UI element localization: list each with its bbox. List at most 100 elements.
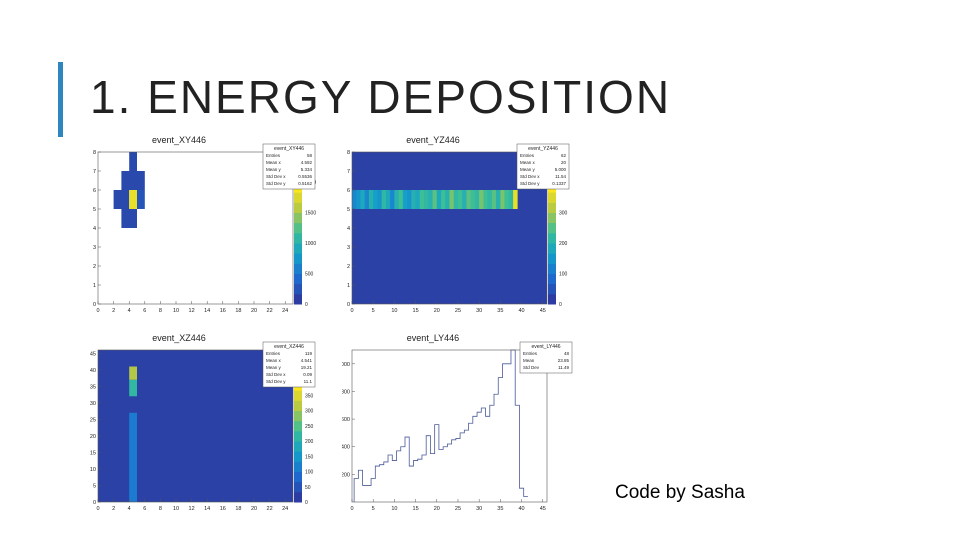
x-tick-label: 8: [159, 506, 162, 512]
heatmap-yz-svg: event_YZ44601002003004000510152025303540…: [347, 135, 570, 314]
x-tick-label: 12: [189, 506, 195, 512]
stats-row-label: Mean y: [266, 167, 282, 172]
x-tick-label: 2: [112, 506, 115, 512]
y-tick-label: 8: [347, 150, 350, 156]
heatmap-xz-svg: event_XZ44605010015020025030035040002468…: [90, 333, 316, 512]
color-scale-tick-label: 300: [305, 409, 314, 415]
y-tick-label: 0: [93, 500, 96, 506]
stats-row-label: Mean y: [266, 365, 282, 370]
color-scale-tick-label: 50: [305, 485, 311, 491]
x-tick-label: 35: [497, 506, 503, 512]
heatmap-cell: [424, 190, 429, 209]
stats-box: [516, 143, 570, 190]
y-tick-label: 6: [347, 188, 350, 194]
y-tick-label: 4: [347, 226, 350, 232]
heatmap-cell: [402, 190, 408, 209]
heatmap-cell: [500, 190, 505, 209]
x-tick-label: 5: [372, 308, 375, 314]
x-tick-label: 10: [391, 308, 397, 314]
heatmap-xy-svg: event_XY44605001000150020000246810121416…: [93, 135, 316, 314]
stats-row-value: 5.000: [555, 167, 567, 172]
color-scale-segment: [548, 243, 556, 254]
heatmap-cell: [462, 190, 467, 209]
x-tick-label: 20: [434, 308, 440, 314]
histogram-line: [353, 349, 528, 502]
heatmap-cell: [445, 190, 450, 209]
title-accent-bar: [58, 62, 63, 137]
heatmap-cell: [121, 171, 145, 190]
color-scale-tick-label: 100: [559, 272, 568, 278]
x-tick-label: 22: [267, 506, 273, 512]
stats-row-value: 11.1: [304, 379, 313, 384]
stats-row-value: 0.1337: [552, 181, 566, 186]
stats-box: [262, 341, 316, 388]
x-tick-label: 10: [173, 308, 179, 314]
y-tick-label: 600: [342, 417, 350, 423]
heatmap-cell: [113, 190, 130, 209]
y-tick-label: 20: [90, 434, 96, 440]
x-tick-label: 4: [128, 506, 131, 512]
stats-box-title: event_XY446: [274, 146, 304, 152]
stats-row-value: 5.334: [301, 167, 313, 172]
x-tick-label: 16: [220, 506, 226, 512]
y-tick-label: 2: [93, 264, 96, 270]
x-tick-label: 40: [519, 308, 525, 314]
stats-box: [262, 143, 316, 190]
color-scale-segment: [294, 192, 302, 203]
y-tick-label: 15: [90, 450, 96, 456]
heatmap-cell: [129, 190, 137, 209]
color-scale-segment: [548, 253, 556, 264]
x-tick-label: 15: [413, 506, 419, 512]
x-tick-label: 10: [391, 506, 397, 512]
color-scale-segment: [294, 222, 302, 234]
y-tick-label: 3: [347, 245, 350, 251]
heatmap-cell: [513, 190, 518, 209]
color-scale-segment: [294, 451, 302, 462]
color-scale-segment: [294, 263, 302, 274]
y-tick-label: 25: [90, 417, 96, 423]
y-tick-label: 45: [90, 351, 96, 357]
plot-event-yz: event_YZ44601002003004000510152025303540…: [342, 132, 574, 317]
color-scale-segment: [294, 283, 302, 295]
stats-row-value: 19.21: [301, 365, 313, 370]
heatmap-cell: [449, 190, 455, 209]
y-tick-label: 6: [93, 188, 96, 194]
heatmap-cell: [436, 190, 442, 209]
x-tick-label: 30: [476, 506, 482, 512]
x-tick-label: 14: [204, 506, 210, 512]
x-tick-label: 25: [455, 506, 461, 512]
stats-row-label: Mean x: [266, 160, 282, 165]
color-scale-segment: [548, 293, 556, 305]
y-tick-label: 7: [347, 169, 350, 175]
color-scale-segment: [294, 243, 302, 254]
color-scale-tick-label: 1500: [305, 211, 316, 217]
color-scale-tick-label: 150: [305, 454, 314, 460]
slide-title: 1. ENERGY DEPOSITION: [90, 71, 672, 123]
color-scale-tick-label: 0: [305, 302, 308, 308]
heatmap-cell: [381, 190, 387, 209]
color-scale-segment: [294, 471, 302, 483]
y-tick-label: 1000: [342, 362, 350, 368]
color-scale-segment: [548, 212, 556, 224]
color-scale-tick-label: 350: [305, 393, 314, 399]
stats-row-value: 58: [307, 153, 313, 158]
y-tick-label: 0: [347, 302, 350, 308]
x-tick-label: 35: [497, 308, 503, 314]
heatmap-cell: [457, 190, 463, 209]
color-scale-tick-label: 200: [305, 439, 314, 445]
y-tick-label: 30: [90, 401, 96, 407]
stats-row-value: 0.5536: [298, 174, 312, 179]
plot-event-ly: event_LY446 0 5 10 15 20 25 30 35 40 45 200 400 600 80…: [342, 330, 574, 515]
color-scale-segment: [294, 232, 302, 244]
stats-row-value: 11.49: [558, 365, 569, 370]
stats-box-title: event_YZ446: [528, 146, 558, 152]
heatmap-cell: [419, 190, 425, 209]
credit-text: Code by Sasha: [615, 482, 745, 503]
x-tick-label: 18: [235, 506, 241, 512]
stats-row-value: 11.54: [555, 174, 566, 179]
heatmap-cell: [474, 190, 480, 209]
heatmap-cell: [411, 190, 416, 209]
y-tick-label: 200: [342, 472, 350, 478]
x-tick-label: 16: [220, 308, 226, 314]
x-tick-label: 25: [455, 308, 461, 314]
